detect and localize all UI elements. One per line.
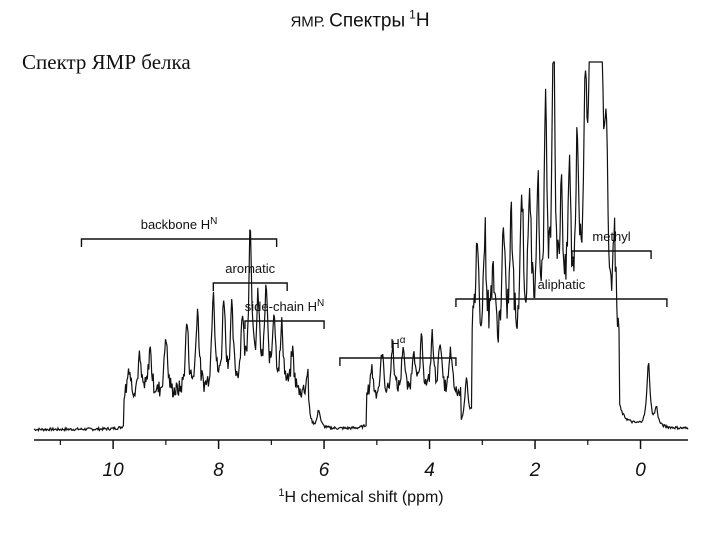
region-bracket: [339, 357, 457, 366]
x-axis-label: 1H chemical shift (ppm): [278, 487, 443, 506]
title-prefix: ЯМР.: [290, 13, 326, 31]
x-axis-ticks: 10 8 6 4 2 0: [59, 440, 646, 481]
x-tick-label: 10: [103, 460, 125, 481]
region-label-sup: α: [400, 335, 406, 346]
x-tick-label: 6: [319, 460, 330, 481]
region-label-text: aromatic: [225, 261, 275, 276]
region-bracket: [212, 282, 288, 291]
region-label-text: H: [390, 336, 399, 351]
region-label: side-chain HN: [245, 298, 325, 314]
x-tick-label: 2: [529, 460, 541, 481]
spectrum-line: [33, 61, 689, 432]
title-sup: 1: [409, 8, 416, 22]
x-axis-label-text: H chemical shift (ppm): [284, 489, 443, 506]
region-label: backbone HN: [141, 216, 218, 232]
title-suffix: H: [415, 10, 430, 32]
x-axis-label-sup: 1: [278, 487, 284, 499]
page-title: ЯМР. Спектры 1H: [0, 8, 720, 32]
region-label-text: aliphatic: [538, 277, 586, 292]
region-bracket: [455, 298, 668, 307]
region-label: aromatic: [225, 261, 275, 276]
title-main: Спектры: [329, 10, 406, 32]
region-label: methyl: [592, 229, 630, 244]
x-tick-label: 4: [424, 460, 435, 481]
region-label-sup: N: [317, 298, 324, 309]
region-label: Hα: [390, 335, 405, 351]
region-bracket: [244, 320, 325, 329]
x-tick-label: 8: [213, 460, 224, 481]
page-subtitle: Спектр ЯМР белка: [22, 50, 191, 74]
region-bracket: [80, 238, 278, 247]
x-tick-label: 0: [635, 460, 646, 481]
region-bracket: [571, 250, 652, 259]
region-label-text: methyl: [592, 229, 630, 244]
region-label: aliphatic: [538, 277, 586, 292]
region-label-sup: N: [210, 216, 217, 227]
region-label-text: backbone H: [141, 217, 210, 232]
region-label-text: side-chain H: [245, 299, 317, 314]
